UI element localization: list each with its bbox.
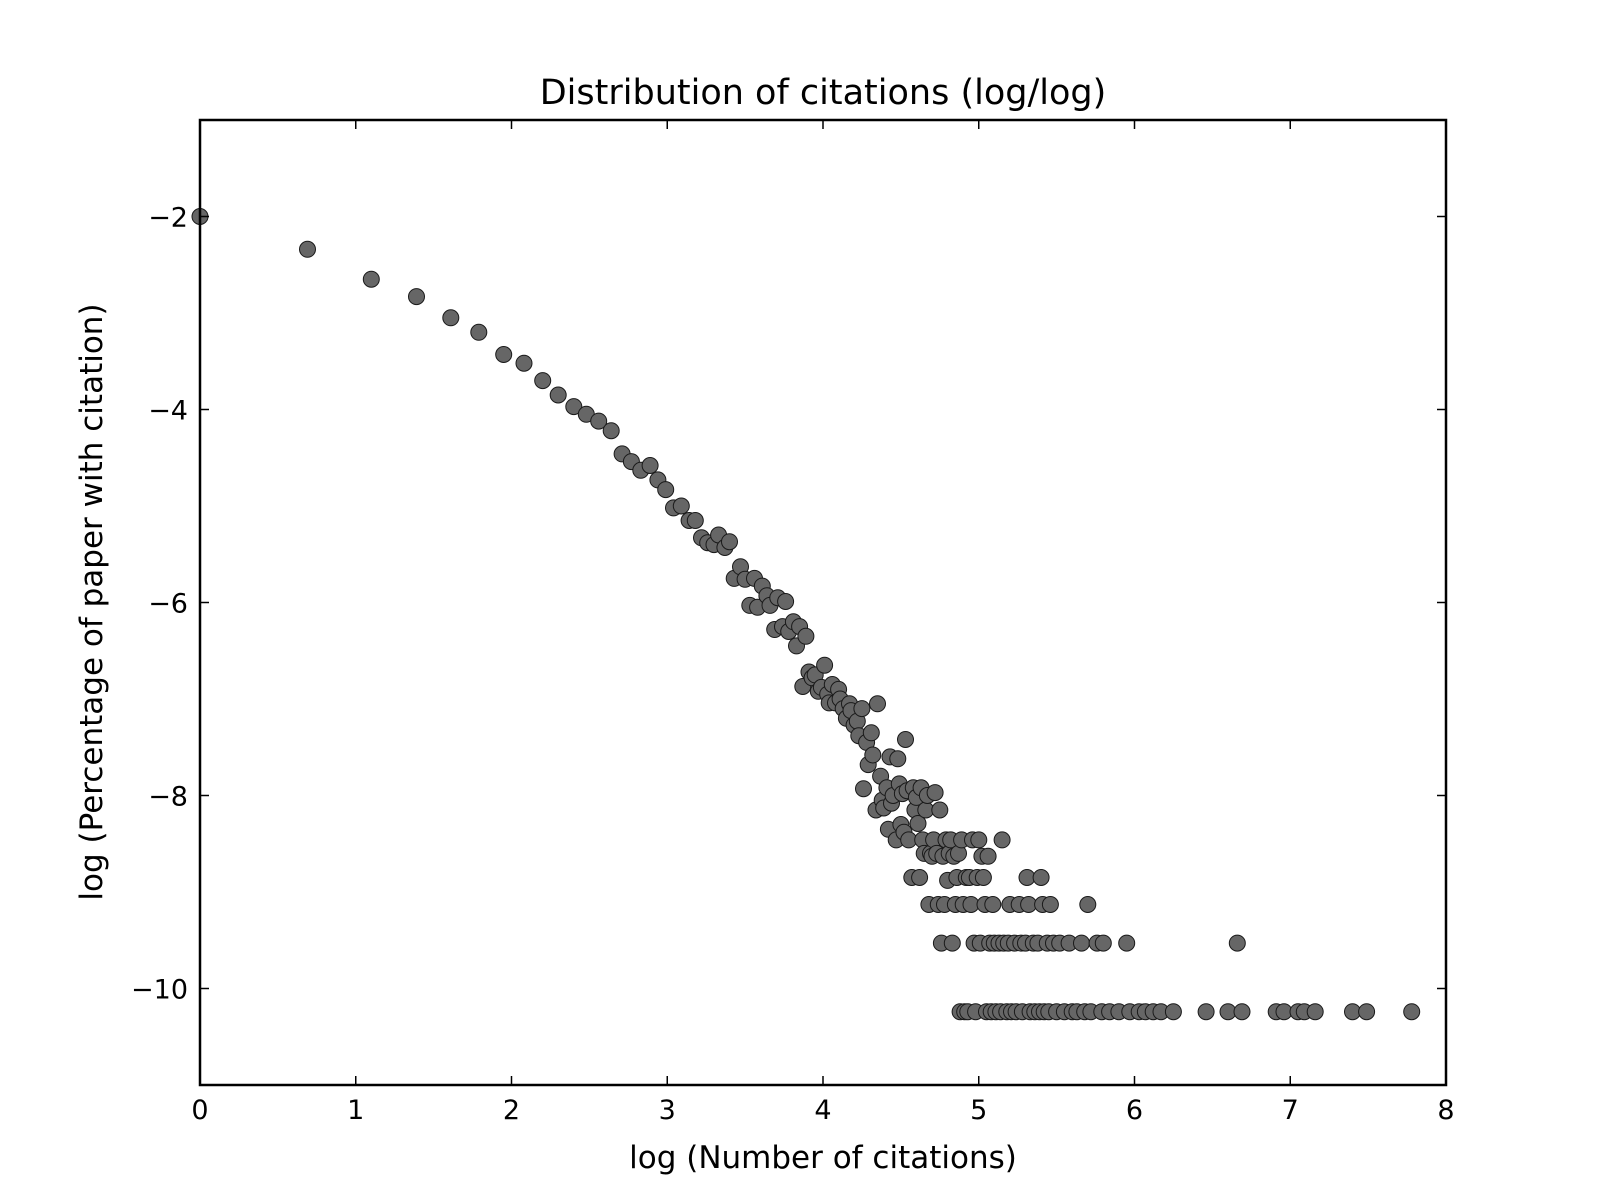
data-point-142 <box>979 847 997 865</box>
data-point-2 <box>362 270 380 288</box>
plot-frame <box>198 118 1448 1087</box>
data-point-182 <box>1073 934 1090 952</box>
data-point-6 <box>495 346 513 363</box>
x-tick-label-0: 0 <box>191 1095 208 1126</box>
data-points <box>191 208 1421 1021</box>
data-point-85 <box>889 750 907 768</box>
data-point-119 <box>943 934 961 952</box>
data-point-3 <box>408 288 425 306</box>
data-point-23 <box>686 512 704 529</box>
data-point-29 <box>721 533 738 551</box>
data-point-150 <box>993 831 1011 849</box>
data-point-188 <box>1094 934 1112 952</box>
data-point-72 <box>862 724 880 742</box>
data-point-73 <box>864 746 882 764</box>
data-point-42 <box>777 593 795 610</box>
y-tick-label--2: −2 <box>148 203 188 234</box>
data-point-8 <box>534 372 552 390</box>
data-point-17 <box>641 457 659 474</box>
data-point-4 <box>442 309 460 327</box>
data-point-9 <box>549 386 567 404</box>
y-tick-label--10: −10 <box>131 975 188 1006</box>
data-point-145 <box>984 896 1002 913</box>
data-point-5 <box>470 323 488 341</box>
chart-title: Distribution of citations (log/log) <box>540 73 1107 113</box>
data-point-68 <box>853 700 871 718</box>
y-axis-label: log (Percentage of paper with citation) <box>74 303 110 900</box>
x-axis: 0 1 2 3 4 5 6 7 8 <box>191 120 1455 1126</box>
data-point-208 <box>1358 1003 1376 1021</box>
x-tick-label-2: 2 <box>503 1095 520 1126</box>
data-point-169 <box>1032 869 1050 886</box>
data-point-21 <box>672 497 690 515</box>
x-axis-label: log (Number of citations) <box>629 1140 1017 1176</box>
y-tick-label--4: −4 <box>148 396 188 427</box>
y-axis: −2 −4 −6 −8 −10 <box>131 203 1446 1006</box>
data-point-108 <box>926 784 944 802</box>
data-point-19 <box>657 481 675 499</box>
data-point-198 <box>1197 1003 1215 1021</box>
data-point-1 <box>299 240 316 258</box>
data-point-7 <box>515 354 533 372</box>
x-tick-label-7: 7 <box>1282 1095 1299 1126</box>
data-point-97 <box>909 815 927 832</box>
x-tick-label-6: 6 <box>1126 1095 1143 1126</box>
data-point-98 <box>911 869 929 886</box>
y-tick-label--6: −6 <box>148 589 188 620</box>
data-point-197 <box>1164 1003 1182 1021</box>
data-point-13 <box>602 422 620 440</box>
x-tick-label-8: 8 <box>1437 1095 1454 1126</box>
data-point-174 <box>1041 896 1059 913</box>
data-point-69 <box>855 780 872 798</box>
data-point-12 <box>590 412 608 430</box>
data-point-200 <box>1228 934 1246 952</box>
data-point-191 <box>1118 934 1136 952</box>
x-tick-label-1: 1 <box>347 1095 364 1126</box>
data-point-75 <box>869 695 886 713</box>
data-point-206 <box>1306 1003 1324 1021</box>
data-point-10 <box>565 398 583 416</box>
data-point-136 <box>970 831 988 849</box>
x-tick-label-5: 5 <box>970 1095 987 1126</box>
data-point-48 <box>797 627 815 645</box>
data-point-184 <box>1079 896 1097 913</box>
x-tick-label-3: 3 <box>659 1095 676 1126</box>
data-point-90 <box>897 731 914 748</box>
data-point-139 <box>974 869 992 886</box>
x-tick-label-4: 4 <box>814 1095 831 1126</box>
y-tick-label--8: −8 <box>148 782 188 813</box>
data-point-209 <box>1403 1003 1421 1021</box>
data-point-111 <box>931 801 949 819</box>
data-point-201 <box>1233 1003 1251 1021</box>
data-point-54 <box>816 656 834 674</box>
